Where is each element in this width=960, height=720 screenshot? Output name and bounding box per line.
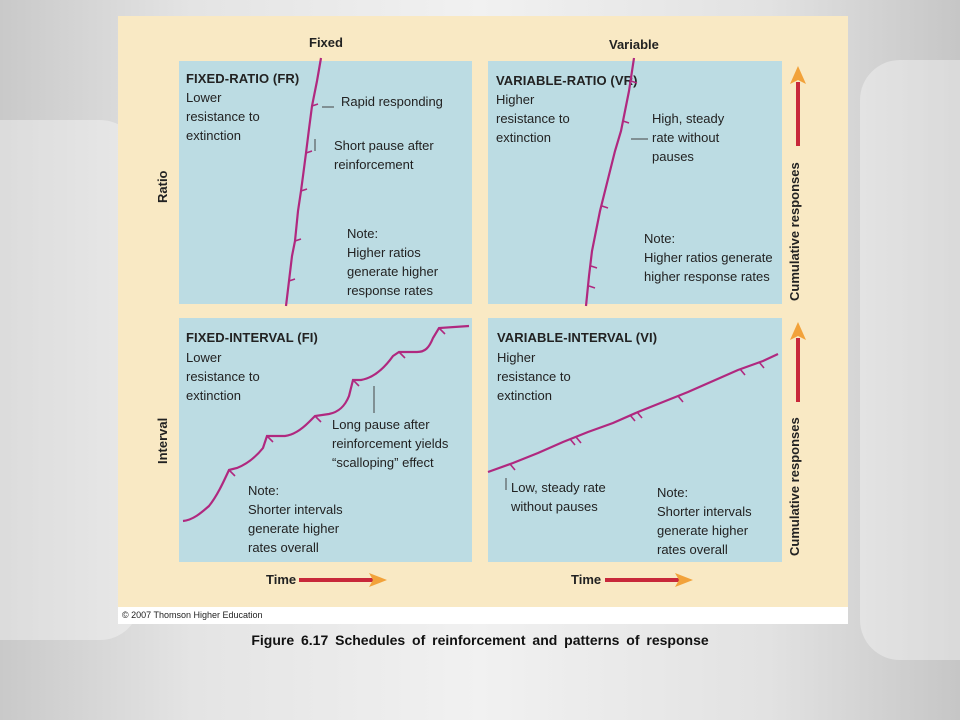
fi-note: Note: Shorter intervals generate higher … xyxy=(248,483,343,555)
fi-cumulative-curve xyxy=(182,324,470,523)
quadrant-variable-interval: VARIABLE-INTERVAL (VI) Higher resistance… xyxy=(487,318,782,562)
vr-callout-steady: High, steady rate without pauses xyxy=(652,111,725,164)
figure-caption: Figure 6.17 Schedules of reinforcement a… xyxy=(251,632,709,648)
fi-description: Lower resistance to extinction xyxy=(186,350,260,403)
quadrant-fixed-ratio: FIXED-RATIO (FR) Lower resistance to ext… xyxy=(179,57,472,307)
quadrant-variable-ratio: VARIABLE-RATIO (VR) Higher resistance to… xyxy=(488,57,782,307)
cumulative-responses-label-top: Cumulative responses xyxy=(787,162,802,301)
cumulative-arrow-bottom xyxy=(790,322,806,402)
quadrant-fixed-interval: FIXED-INTERVAL (FI) Lower resistance to … xyxy=(179,318,472,562)
vi-note: Note: Shorter intervals generate higher … xyxy=(657,485,752,557)
vr-description: Higher resistance to extinction xyxy=(496,92,570,145)
cumulative-responses-label-bottom: Cumulative responses xyxy=(787,417,802,556)
fr-title: FIXED-RATIO (FR) xyxy=(186,71,300,86)
cumulative-arrow-top xyxy=(790,66,806,146)
fr-callout-pause: Short pause after reinforcement xyxy=(334,138,434,172)
vi-description: Higher resistance to extinction xyxy=(497,350,571,403)
fr-note: Note: Higher ratios generate higher resp… xyxy=(347,226,439,298)
fi-callout-scalloping: Long pause after reinforcement yields “s… xyxy=(332,417,449,470)
figure-panel: Fixed Variable Ratio Interval FIXED-RATI… xyxy=(118,16,848,624)
fi-title: FIXED-INTERVAL (FI) xyxy=(186,330,318,345)
vr-title: VARIABLE-RATIO (VR) xyxy=(496,73,638,88)
time-arrow-left xyxy=(299,573,387,587)
fr-description: Lower resistance to extinction xyxy=(186,90,260,143)
vr-cumulative-curve xyxy=(584,57,648,307)
row-header-ratio: Ratio xyxy=(155,170,170,204)
copyright-notice: © 2007 Thomson Higher Education xyxy=(118,607,848,624)
vi-cumulative-curve xyxy=(487,353,779,490)
row-header-interval: Interval xyxy=(155,417,170,464)
fr-cumulative-curve xyxy=(284,57,334,307)
vi-callout-steady: Low, steady rate without pauses xyxy=(511,480,606,514)
fr-callout-rapid: Rapid responding xyxy=(341,94,443,109)
time-arrow-right xyxy=(605,573,693,587)
column-header-variable: Variable xyxy=(609,37,659,52)
time-axis-label-left: Time xyxy=(266,572,297,587)
time-axis-label-right: Time xyxy=(571,572,602,587)
vr-note: Note: Higher ratios generate higher resp… xyxy=(644,231,773,284)
column-header-fixed: Fixed xyxy=(309,35,343,50)
vi-title: VARIABLE-INTERVAL (VI) xyxy=(497,330,658,345)
